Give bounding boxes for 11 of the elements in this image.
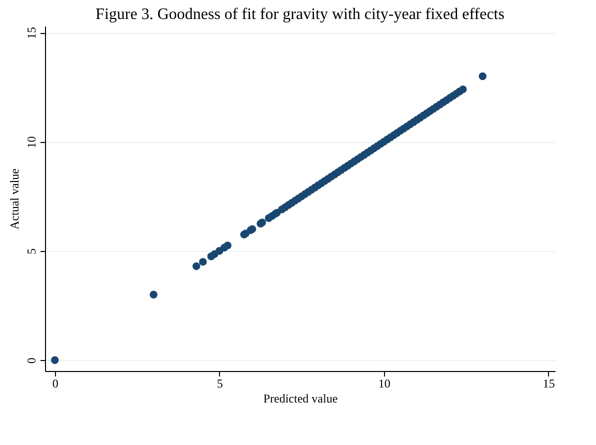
- x-tick-label: 5: [216, 376, 223, 390]
- y-tick-label: 10: [24, 136, 38, 148]
- x-tick-label: 10: [378, 376, 390, 390]
- y-tick-label: 0: [24, 358, 38, 364]
- x-axis-title: Predicted value: [263, 392, 338, 406]
- y-tick-label: 5: [24, 248, 38, 254]
- x-tick-label: 0: [52, 376, 58, 390]
- y-axis-title: Actual value: [8, 168, 22, 230]
- chart-title: Figure 3. Goodness of fit for gravity with city-year fixed effects: [96, 6, 504, 23]
- x-tick-label: 15: [542, 376, 555, 390]
- y-tick-label: 15: [24, 27, 38, 40]
